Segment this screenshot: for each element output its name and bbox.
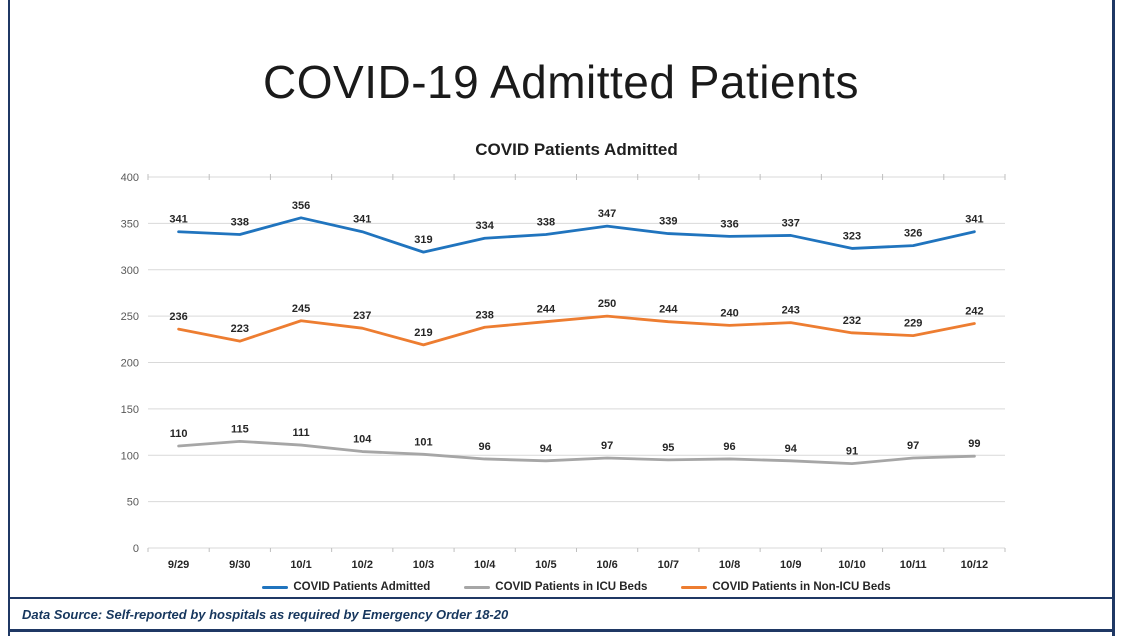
series-1: 110 115 111 104 101 96 94 97 95 96 94 91 97 99 (170, 423, 981, 465)
data-label: 96 (723, 441, 735, 453)
series-0: 341 338 356 341 319 334 338 347 339 336 337 323 326 3… (169, 200, 984, 254)
x-axis-labels: 9/29 9/30 10/1 10/2 10/3 10/4 10/5 10/6 10/7 10/8… (168, 559, 988, 571)
series-line (177, 439, 976, 465)
data-label: 110 (170, 428, 188, 440)
data-label: 95 (662, 442, 674, 454)
footer-divider-line (8, 597, 1115, 599)
admitted-line-swatch (262, 585, 289, 589)
data-label: 356 (292, 200, 310, 212)
chart-title: COVID Patients Admitted (475, 140, 678, 159)
x-tick-label: 10/3 (413, 559, 434, 571)
data-label: 104 (353, 434, 372, 446)
legend-label: COVID Patients Admitted (293, 581, 431, 593)
data-label: 341 (169, 214, 187, 226)
data-label: 94 (540, 443, 553, 455)
data-label: 243 (782, 305, 800, 317)
legend-item-icu: COVID Patients in ICU Beds (464, 581, 647, 593)
page-bottom-border (8, 629, 1115, 632)
y-axis-labels: 0 50 100 150 200 250 300 350 400 (121, 172, 139, 555)
non-icu-line-swatch (681, 585, 708, 589)
series-line (177, 216, 976, 254)
data-label: 244 (537, 304, 556, 316)
x-tick-label: 10/9 (780, 559, 801, 571)
y-tick-label: 150 (121, 404, 139, 416)
data-label: 337 (782, 217, 800, 229)
data-label: 97 (907, 440, 919, 452)
data-label: 244 (659, 304, 678, 316)
legend-item-non-icu: COVID Patients in Non-ICU Beds (681, 581, 891, 593)
data-label: 319 (414, 234, 432, 246)
y-tick-label: 400 (121, 172, 139, 184)
x-tick-label: 10/6 (596, 559, 617, 571)
data-label: 339 (659, 216, 677, 228)
data-label: 347 (598, 208, 616, 220)
data-label: 240 (720, 307, 738, 319)
line-chart: 0 50 100 150 200 250 300 350 400 9/29 9/30 10/1 10/2… (121, 172, 1006, 571)
data-label: 236 (169, 311, 187, 323)
x-tick-label: 10/2 (352, 559, 373, 571)
x-tick-label: 9/29 (168, 559, 189, 571)
data-label: 97 (601, 440, 613, 452)
x-tick-label: 9/30 (229, 559, 250, 571)
data-label: 111 (292, 427, 309, 439)
data-label: 238 (475, 309, 493, 321)
data-label: 326 (904, 228, 922, 240)
x-tick-label: 10/8 (719, 559, 740, 571)
y-tick-label: 0 (133, 543, 139, 555)
data-label: 341 (965, 214, 983, 226)
page-title: COVID-19 Admitted Patients (263, 56, 859, 108)
legend-label: COVID Patients in ICU Beds (495, 581, 648, 593)
data-label: 232 (843, 315, 861, 327)
data-label: 223 (231, 323, 249, 335)
data-label: 341 (353, 214, 371, 226)
chart-legend: COVID Patients Admitted COVID Patients i… (148, 581, 1005, 593)
gridlines (148, 176, 1005, 549)
y-tick-label: 200 (121, 358, 139, 370)
data-source-note: Data Source: Self-reported by hospitals … (22, 607, 509, 622)
icu-line-swatch (464, 585, 491, 589)
page-left-border (8, 0, 10, 636)
y-tick-label: 50 (127, 497, 139, 509)
series-line (177, 314, 976, 347)
data-label: 99 (968, 438, 980, 450)
data-label: 96 (479, 441, 491, 453)
x-tick-label: 10/7 (658, 559, 679, 571)
x-tick-label: 10/4 (474, 559, 496, 571)
page-right-border (1112, 0, 1115, 636)
x-tick-label: 10/12 (961, 559, 989, 571)
y-tick-label: 250 (121, 311, 139, 323)
legend-label: COVID Patients in Non-ICU Beds (712, 581, 891, 593)
y-tick-label: 100 (121, 450, 139, 462)
y-tick-label: 300 (121, 265, 139, 277)
data-label: 115 (231, 423, 249, 435)
data-label: 219 (414, 327, 432, 339)
x-tick-label: 10/11 (900, 559, 927, 571)
data-label: 336 (720, 218, 738, 230)
y-tick-label: 350 (121, 218, 139, 230)
series-2: 236 223 245 237 219 238 244 250 244 240 243 232 229 2… (169, 298, 984, 347)
data-label: 323 (843, 230, 861, 242)
data-label: 94 (785, 443, 798, 455)
data-label: 91 (846, 446, 858, 458)
data-label: 334 (475, 220, 494, 232)
data-label: 242 (965, 306, 983, 318)
data-label: 250 (598, 298, 616, 310)
x-tick-label: 10/1 (290, 559, 311, 571)
data-label: 245 (292, 303, 310, 315)
data-label: 229 (904, 318, 922, 330)
x-tick-label: 10/5 (535, 559, 556, 571)
data-label: 101 (414, 436, 432, 448)
data-label: 338 (537, 217, 555, 229)
axis-tick-marks (147, 174, 1006, 552)
data-label: 338 (231, 217, 249, 229)
x-tick-label: 10/10 (838, 559, 866, 571)
legend-item-admitted: COVID Patients Admitted (262, 581, 430, 593)
data-label: 237 (353, 310, 371, 322)
